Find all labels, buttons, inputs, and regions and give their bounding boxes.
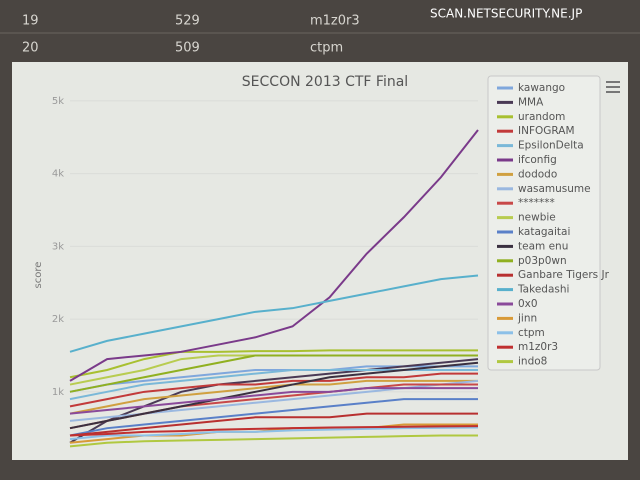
table-cell: 19 <box>22 14 39 29</box>
table-cell: 509 <box>175 41 200 56</box>
series-line <box>69 398 478 437</box>
series-line <box>69 387 478 415</box>
chart-title: SECCON 2013 CTF Final <box>242 74 408 90</box>
legend-label: m1z0r3 <box>518 341 558 353</box>
legend-label: ctpm <box>518 327 545 339</box>
legend-label: dododo <box>518 168 557 180</box>
table-cell: m1z0r3 <box>310 14 360 29</box>
series-line <box>69 434 478 448</box>
legend-label: kawango <box>518 82 565 94</box>
y-tick-label: 5k <box>52 96 64 107</box>
series-line <box>69 412 478 437</box>
series-line <box>69 354 478 393</box>
legend-label: urandom <box>518 111 565 123</box>
series-line <box>69 358 479 444</box>
series-line <box>69 426 479 441</box>
legend-label: MMA <box>518 96 544 108</box>
legend-label: indo8 <box>518 356 547 368</box>
y-tick-label: 2k <box>52 314 64 325</box>
table-cell: 529 <box>175 14 200 29</box>
y-tick-label: 4k <box>52 169 64 180</box>
series-line <box>69 372 478 408</box>
legend-label: ifconfig <box>518 154 557 166</box>
series-line <box>69 274 479 353</box>
table-cell: 20 <box>22 41 39 56</box>
legend-label: Ganbare Tigers Jr <box>518 269 610 281</box>
series-line <box>69 361 479 430</box>
legend-label: EpsilonDelta <box>518 140 584 152</box>
legend-label: jinn <box>517 312 537 324</box>
legend <box>487 75 601 371</box>
legend-label: Takedashi <box>517 284 569 296</box>
y-tick-label: 1k <box>52 387 64 398</box>
table-cell: ctpm <box>310 41 343 56</box>
y-axis-label: score <box>33 262 44 289</box>
series-line <box>69 129 479 382</box>
series-line <box>69 425 479 437</box>
legend-label: ******* <box>518 197 555 209</box>
legend-label: 0x0 <box>518 298 538 310</box>
watermark: SCAN.NETSECURITY.NE.JP <box>430 7 582 21</box>
menu-icon[interactable] <box>606 81 620 93</box>
legend-label: wasamusume <box>518 183 591 195</box>
legend-label: team enu <box>518 240 568 252</box>
legend-label: newbie <box>518 212 556 224</box>
series-line <box>69 349 478 379</box>
y-tick-label: 3k <box>52 241 64 252</box>
legend-label: katagaitai <box>518 226 570 238</box>
series-line <box>69 379 478 415</box>
legend-label: INFOGRAM <box>518 125 575 137</box>
legend-label: p03p0wn <box>518 255 567 267</box>
